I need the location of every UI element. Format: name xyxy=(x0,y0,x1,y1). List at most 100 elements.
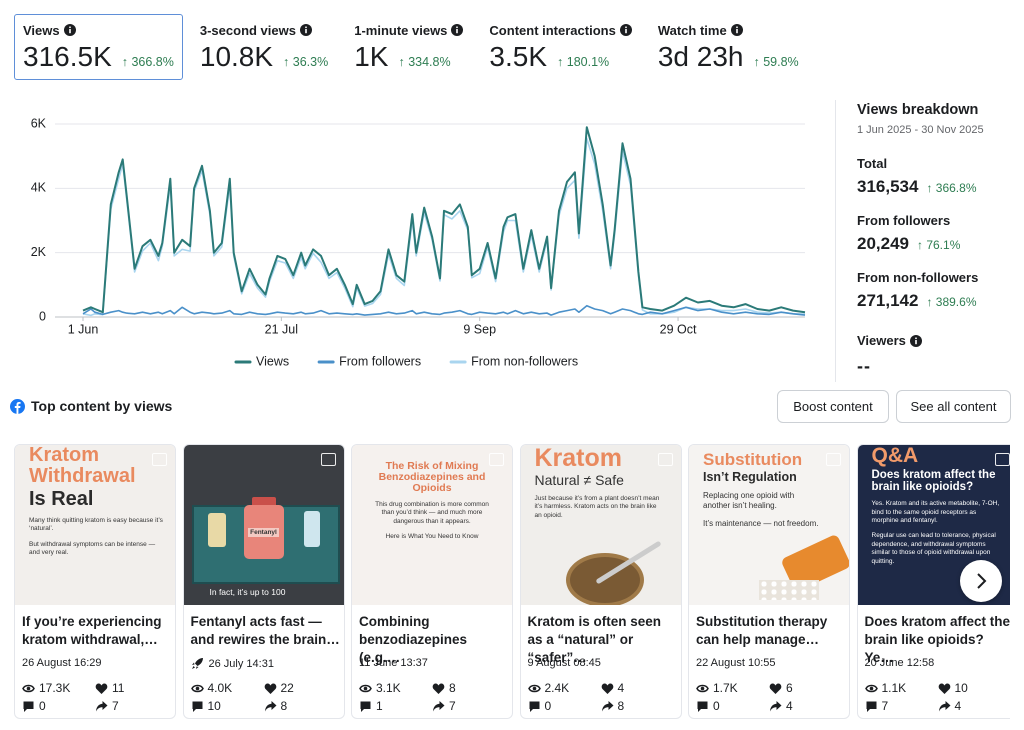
content-card[interactable]: Kratom Withdrawal Is Real Many think quitti… xyxy=(14,444,176,719)
stat-views: 2.4K xyxy=(544,681,570,695)
info-bar xyxy=(68,29,71,34)
info-bar xyxy=(735,29,738,34)
comment-icon xyxy=(529,701,539,712)
heart-shape xyxy=(432,682,445,694)
stat-shares: 7 xyxy=(449,699,456,713)
content-card[interactable]: Q&A Does kratom affect the brain like opi… xyxy=(856,444,1011,719)
views-breakdown: Views breakdown 1 Jun 2025 - 30 Nov 2025… xyxy=(857,102,1017,377)
content-card[interactable]: Fentanyl In fact, it’s up to 100 Fentanyl … xyxy=(182,444,345,719)
metric-label-row: 1-minute views xyxy=(354,21,464,39)
card-date: 26 July 14:31 xyxy=(208,657,274,670)
metric[interactable]: 3-second views 10.8K ↑ 36.3% xyxy=(191,14,337,80)
media-type-icon xyxy=(152,453,167,466)
breakdown-value: 271,142 xyxy=(857,291,919,310)
next-button[interactable] xyxy=(960,560,1002,602)
media-type-icon xyxy=(320,453,336,466)
card-image: Kratom Withdrawal Is Real Many think quitti… xyxy=(15,445,175,605)
metric-label: Views xyxy=(23,22,60,38)
metric-label: 3-second views xyxy=(199,22,296,38)
card-image: The Risk of Mixing Benzodiazepines and O… xyxy=(352,445,512,605)
image-subhead: Isn’t Regulation xyxy=(703,469,797,484)
image-content: Substitution Isn’t Regulation Replacing on… xyxy=(703,451,823,529)
breakdown-title: Views breakdown xyxy=(857,102,979,118)
image-text: This drug combination is more common tha… xyxy=(375,501,489,525)
viewers-value: -- xyxy=(857,356,871,376)
stat-likes: 10 xyxy=(954,681,968,695)
eye-shape xyxy=(864,684,878,692)
info-icon[interactable] xyxy=(619,24,632,36)
card-image: Fentanyl In fact, it’s up to 100 xyxy=(183,445,344,605)
info-dot xyxy=(915,336,917,339)
info-bar xyxy=(456,29,459,34)
series-line xyxy=(82,126,806,314)
eye-pupil xyxy=(363,686,368,690)
share-icon xyxy=(601,700,613,711)
info-icon[interactable] xyxy=(909,334,922,347)
image-text: Just because it’s from a plant doesn’t m… xyxy=(534,494,660,519)
card-date: 9 August 08:45 xyxy=(527,657,601,669)
info-dot xyxy=(735,26,738,29)
comment-shape xyxy=(866,701,876,712)
content-card[interactable]: The Risk of Mixing Benzodiazepines and O… xyxy=(351,444,513,719)
bottle-label: Fentanyl xyxy=(248,527,279,537)
share-shape xyxy=(96,700,108,711)
info-icon[interactable] xyxy=(451,24,464,36)
metric[interactable]: Views 316.5K ↑ 366.8% xyxy=(14,14,183,80)
info-bar xyxy=(305,29,307,34)
image-text-line: In fact, it’s up to 100 xyxy=(209,587,286,597)
metric-change: ↑ 36.3% xyxy=(283,55,329,69)
image-text: Here is What You Need to Know xyxy=(385,533,479,541)
info-dot xyxy=(305,26,307,29)
image-headline: Q&A xyxy=(871,445,919,467)
content-card[interactable]: Substitution Isn’t Regulation Replacing on… xyxy=(688,444,850,719)
card-caption: Kratom is often seen as a “natural” or “… xyxy=(527,614,662,665)
eye-shape xyxy=(190,684,204,692)
card-image: Kratom Natural ≠ Safe Just because it’s fr… xyxy=(520,445,681,605)
card-stat: 0 xyxy=(22,699,46,713)
metric-row: 10.8K ↑ 36.3% xyxy=(200,41,328,73)
card-stat: 3.1K xyxy=(359,681,401,695)
heart-shape xyxy=(938,682,950,694)
eye-icon xyxy=(527,684,541,692)
metric[interactable]: 1-minute views 1K ↑ 334.8% xyxy=(345,14,472,80)
section-title: Top content by views xyxy=(31,398,173,414)
metric[interactable]: Watch time 3d 23h ↑ 59.8% xyxy=(649,14,808,80)
card-caption: Does kratom affect the brain like opioid… xyxy=(864,614,1011,665)
bottle-left xyxy=(207,513,226,547)
metric-row: 3d 23h ↑ 59.8% xyxy=(658,41,799,73)
image-text: It’s maintenance — not freedom. xyxy=(703,518,819,528)
share-icon xyxy=(96,700,108,711)
x-tick-label: 29 Oct xyxy=(660,322,697,336)
share-shape xyxy=(433,700,445,711)
card-caption: Combining benzodiazepines (e.g.… xyxy=(359,614,468,665)
stat-shares: 4 xyxy=(786,699,793,713)
info-bar xyxy=(625,29,627,34)
info-icon[interactable] xyxy=(730,24,743,36)
stat-comments: 0 xyxy=(39,699,46,713)
image-text: But withdrawal symptoms can be intense —… xyxy=(29,540,156,557)
content-card[interactable]: Kratom Natural ≠ Safe Just because it’s fr… xyxy=(519,444,682,719)
legend-label: From followers xyxy=(339,354,421,368)
x-tick-label: 21 Jul xyxy=(265,322,298,336)
x-tick-label: 9 Sep xyxy=(463,322,496,336)
card-stat: 0 xyxy=(696,699,720,713)
info-icon[interactable] xyxy=(299,24,312,36)
info-icon[interactable] xyxy=(63,24,76,36)
metric[interactable]: Content interactions 3.5K ↑ 180.1% xyxy=(480,14,640,80)
stat-likes: 11 xyxy=(112,681,125,695)
stat-shares: 7 xyxy=(112,699,119,713)
card-stat: 17.3K xyxy=(22,681,70,695)
see-all-button[interactable]: See all content xyxy=(896,390,1011,423)
breakdown-items: Total 316,534 ↑ 366.8% From followers 20,249… xyxy=(857,156,1017,311)
stat-views: 17.3K xyxy=(39,681,71,695)
card-stat: 0 xyxy=(528,699,551,713)
pills xyxy=(759,580,819,600)
viewers-label: Viewers xyxy=(857,333,906,348)
rocket-icon xyxy=(191,658,203,669)
comment-icon xyxy=(192,701,202,712)
comment-icon xyxy=(697,701,708,712)
legend-label: Views xyxy=(256,354,289,368)
share-icon xyxy=(938,700,950,711)
boost-button[interactable]: Boost content xyxy=(777,390,889,423)
metric-label: Watch time xyxy=(657,22,727,38)
